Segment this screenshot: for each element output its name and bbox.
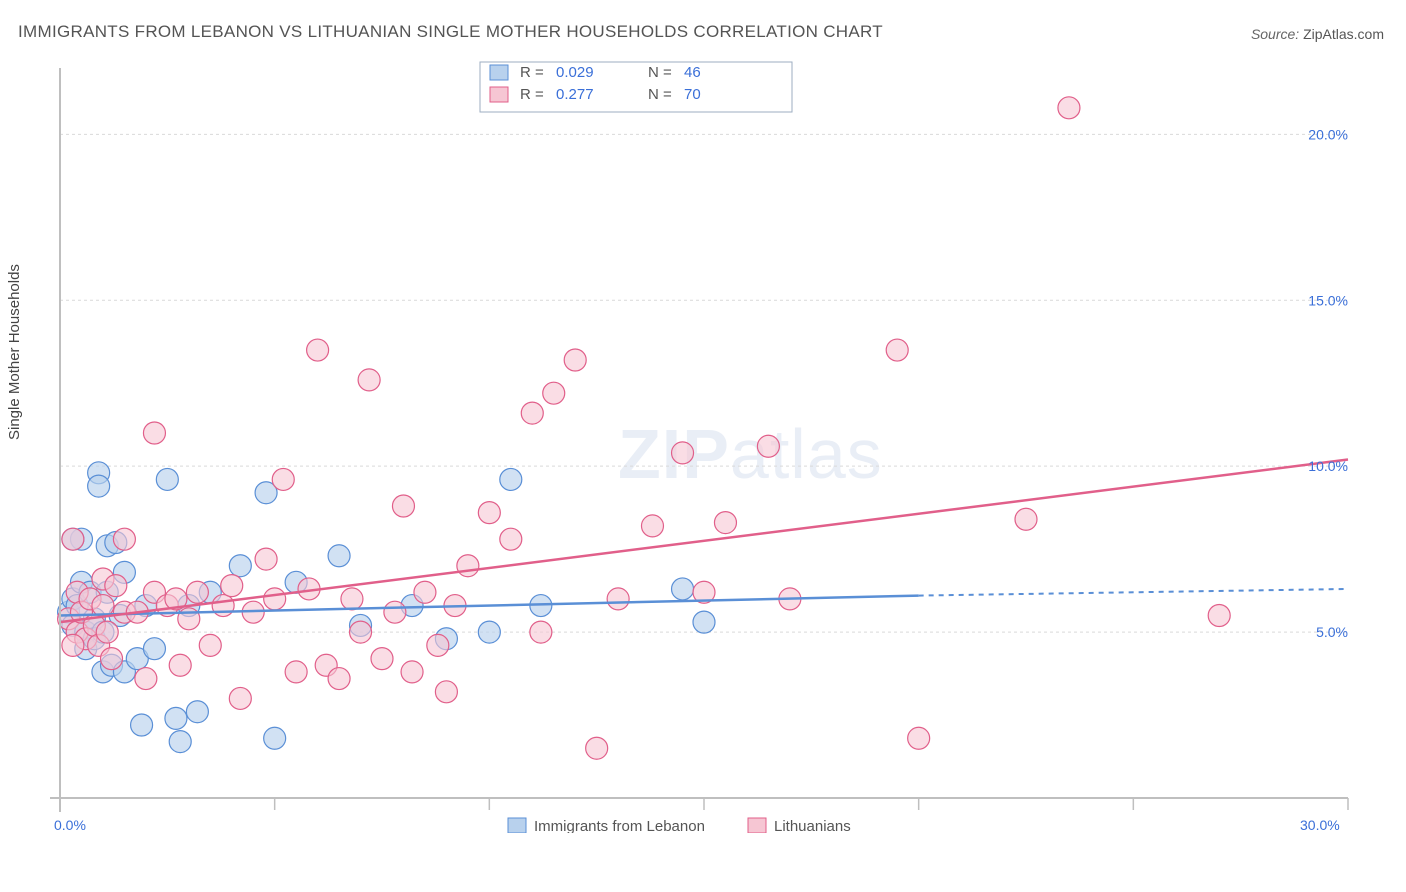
legend-r-value: 0.277: [556, 86, 594, 103]
y-tick-labels: 5.0% 10.0% 15.0% 20.0%: [1308, 126, 1348, 640]
legend-swatch: [490, 87, 508, 102]
x-tick-marks: [60, 798, 1348, 810]
scatter-point: [908, 727, 930, 749]
scatter-point: [285, 661, 307, 683]
x-axis-max-label: 30.0%: [1300, 817, 1340, 833]
scatter-point: [672, 442, 694, 464]
scatter-point: [564, 349, 586, 371]
chart-area: ZIPatlas 5.0%10.0%15.0%20.0% 0.0% 30.0% …: [48, 58, 1388, 833]
legend-n-label: N =: [648, 86, 672, 103]
scatter-point: [131, 714, 153, 736]
svg-text:ZIPatlas: ZIPatlas: [618, 415, 883, 493]
legend-bottom-swatch: [508, 818, 526, 833]
scatter-point: [199, 634, 221, 656]
y-tick-label: 5.0%: [1316, 624, 1348, 640]
scatter-point: [500, 468, 522, 490]
scatter-point: [272, 468, 294, 490]
scatter-point: [457, 555, 479, 577]
chart-title: IMMIGRANTS FROM LEBANON VS LITHUANIAN SI…: [18, 22, 883, 42]
scatter-point: [328, 545, 350, 567]
scatter-point: [135, 668, 157, 690]
legend-bottom-label: Immigrants from Lebanon: [534, 818, 705, 833]
scatter-point: [328, 668, 350, 690]
scatter-point: [143, 638, 165, 660]
scatter-point: [212, 595, 234, 617]
scatter-point: [169, 731, 191, 753]
trend-line-extrapolated: [919, 589, 1348, 596]
legend-r-label: R =: [520, 64, 544, 81]
scatter-point: [607, 588, 629, 610]
scatter-point: [221, 575, 243, 597]
legend-n-value: 46: [684, 64, 701, 81]
source-attribution: Source: ZipAtlas.com: [1251, 26, 1384, 42]
scatter-point: [143, 422, 165, 444]
scatter-point: [156, 468, 178, 490]
y-tick-label: 15.0%: [1308, 292, 1348, 308]
scatter-point: [757, 435, 779, 457]
legend-swatch: [490, 65, 508, 80]
legend-bottom-label: Lithuanians: [774, 818, 851, 833]
scatter-point: [693, 611, 715, 633]
scatter-point: [264, 727, 286, 749]
scatter-point: [414, 581, 436, 603]
scatter-point: [1058, 97, 1080, 119]
scatter-point: [886, 339, 908, 361]
legend-r-value: 0.029: [556, 64, 594, 81]
scatter-point: [169, 654, 191, 676]
scatter-point: [1015, 508, 1037, 530]
y-axis-label: Single Mother Households: [6, 264, 23, 440]
y-tick-label: 10.0%: [1308, 458, 1348, 474]
legend-bottom: Immigrants from Lebanon Lithuanians: [508, 818, 851, 833]
scatter-point: [371, 648, 393, 670]
scatter-point: [229, 555, 251, 577]
chart-svg: ZIPatlas 5.0%10.0%15.0%20.0% 0.0% 30.0% …: [48, 58, 1388, 833]
scatter-point: [714, 512, 736, 534]
scatter-point: [358, 369, 380, 391]
scatter-point: [350, 621, 372, 643]
scatter-point: [384, 601, 406, 623]
scatter-point: [101, 648, 123, 670]
scatter-point: [229, 687, 251, 709]
y-tick-label: 20.0%: [1308, 126, 1348, 142]
scatter-point: [113, 528, 135, 550]
source-label: Source:: [1251, 26, 1303, 42]
scatter-point: [392, 495, 414, 517]
scatter-point: [586, 737, 608, 759]
scatter-point: [478, 621, 500, 643]
gridlines: [60, 134, 1348, 632]
scatter-point: [105, 575, 127, 597]
scatter-point: [186, 701, 208, 723]
scatter-point: [264, 588, 286, 610]
scatter-point: [341, 588, 363, 610]
scatter-point: [1208, 605, 1230, 627]
scatter-point: [88, 475, 110, 497]
scatter-point: [401, 661, 423, 683]
source-value: ZipAtlas.com: [1303, 26, 1384, 42]
scatter-point: [521, 402, 543, 424]
legend-top: R = 0.029 N = 46 R = 0.277 N = 70: [480, 62, 792, 112]
scatter-point: [96, 621, 118, 643]
scatter-point: [435, 681, 457, 703]
scatter-point: [641, 515, 663, 537]
legend-n-value: 70: [684, 86, 701, 103]
scatter-point: [62, 528, 84, 550]
scatter-point: [478, 502, 500, 524]
scatter-point: [672, 578, 694, 600]
scatter-point: [530, 621, 552, 643]
x-axis-min-label: 0.0%: [54, 817, 86, 833]
scatter-point: [186, 581, 208, 603]
scatter-point: [255, 548, 277, 570]
scatter-point: [500, 528, 522, 550]
scatter-point: [165, 707, 187, 729]
scatter-point: [307, 339, 329, 361]
scatter-point: [543, 382, 565, 404]
legend-n-label: N =: [648, 64, 672, 81]
legend-bottom-swatch: [748, 818, 766, 833]
watermark: ZIPatlas: [618, 415, 883, 493]
legend-r-label: R =: [520, 86, 544, 103]
scatter-point: [427, 634, 449, 656]
scatter-point: [62, 634, 84, 656]
